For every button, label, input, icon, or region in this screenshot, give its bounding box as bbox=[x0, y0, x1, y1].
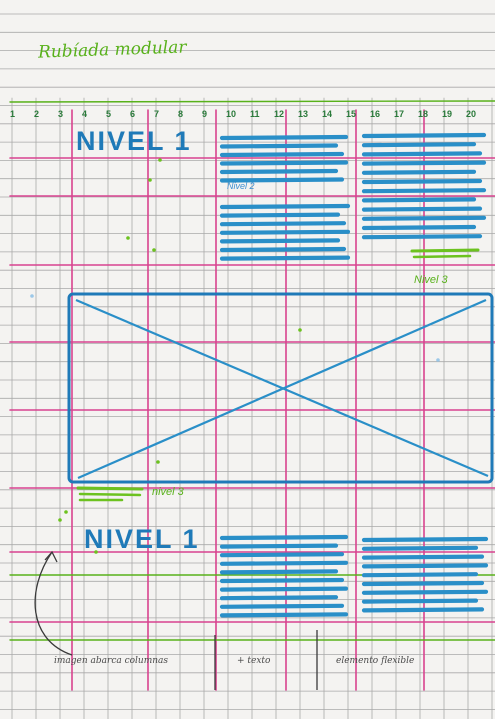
speckle bbox=[126, 236, 130, 240]
footer-label-flexible: elemento flexible bbox=[336, 656, 415, 666]
text-line bbox=[219, 238, 341, 244]
footer-dividers bbox=[214, 630, 318, 690]
text-line bbox=[219, 595, 339, 601]
speckle bbox=[148, 178, 152, 182]
text-block-top-right bbox=[361, 132, 487, 240]
column-number: 15 bbox=[346, 109, 357, 119]
speckle bbox=[58, 518, 62, 522]
text-line bbox=[361, 536, 489, 543]
footer-label-image-span: imagen abarca columnas bbox=[54, 656, 169, 666]
speckle bbox=[152, 248, 156, 252]
text-block-bottom-right bbox=[361, 536, 489, 613]
text-line bbox=[219, 603, 345, 609]
nivel3-label-right: Nivel 3 bbox=[414, 274, 448, 286]
text-line bbox=[219, 203, 351, 210]
text-line bbox=[219, 134, 349, 141]
column-number: 7 bbox=[154, 109, 160, 119]
text-line bbox=[219, 577, 345, 584]
text-line bbox=[361, 224, 477, 231]
curved-arrow-icon bbox=[34, 550, 73, 656]
text-line bbox=[361, 142, 477, 148]
column-number: 11 bbox=[250, 109, 260, 119]
column-number: 4 bbox=[82, 109, 88, 119]
text-line bbox=[219, 569, 339, 575]
text-line bbox=[361, 572, 479, 578]
speckle bbox=[158, 158, 162, 162]
speckle bbox=[298, 328, 302, 332]
speckle bbox=[156, 460, 160, 464]
speckle bbox=[30, 294, 34, 298]
column-number: 2 bbox=[34, 109, 40, 119]
text-line bbox=[361, 545, 479, 551]
column-number: 13 bbox=[298, 109, 309, 119]
text-line bbox=[361, 132, 487, 139]
text-line bbox=[361, 580, 485, 587]
column-number: 12 bbox=[274, 109, 285, 119]
text-line bbox=[219, 160, 349, 166]
column-number: 14 bbox=[322, 109, 333, 119]
column-number: 3 bbox=[58, 109, 64, 119]
column-number: 19 bbox=[442, 109, 453, 119]
column-number: 1 bbox=[10, 109, 16, 119]
nivel2-label: Nivel 2 bbox=[227, 181, 255, 191]
text-line bbox=[361, 554, 485, 560]
text-line bbox=[361, 178, 483, 185]
text-line bbox=[361, 206, 483, 212]
text-line bbox=[361, 151, 483, 157]
text-line bbox=[219, 534, 349, 541]
text-line bbox=[361, 598, 479, 604]
text-line bbox=[219, 552, 345, 558]
column-number: 6 bbox=[130, 109, 136, 119]
text-block-middle-left bbox=[219, 203, 351, 261]
column-number: 20 bbox=[466, 109, 477, 119]
text-line bbox=[219, 612, 349, 618]
text-line bbox=[219, 560, 349, 566]
text-line bbox=[219, 586, 349, 592]
text-line bbox=[361, 188, 487, 194]
text-line bbox=[219, 543, 339, 549]
text-line bbox=[219, 255, 351, 261]
speckle bbox=[64, 510, 68, 514]
text-line bbox=[361, 160, 487, 166]
column-number: 16 bbox=[370, 109, 381, 119]
column-number: 17 bbox=[394, 109, 405, 119]
column-number: 8 bbox=[178, 109, 184, 119]
text-line bbox=[219, 168, 339, 175]
text-line bbox=[219, 143, 339, 149]
column-number: 10 bbox=[226, 109, 237, 119]
text-line bbox=[361, 234, 483, 240]
text-line bbox=[361, 197, 477, 203]
speckle bbox=[94, 550, 98, 554]
text-line bbox=[219, 221, 347, 227]
column-number: 18 bbox=[418, 109, 429, 119]
nivel1-heading-top: NIVEL 1 bbox=[76, 126, 192, 156]
column-number: 9 bbox=[202, 109, 208, 119]
green-caption-marks bbox=[76, 248, 480, 502]
text-block-top-left bbox=[219, 134, 349, 183]
text-line bbox=[361, 169, 477, 175]
column-number: 5 bbox=[106, 109, 112, 119]
image-placeholder-box bbox=[67, 292, 494, 484]
green-h-guide bbox=[9, 100, 495, 103]
text-line bbox=[219, 246, 347, 253]
footer-label-text: + texto bbox=[237, 656, 271, 666]
text-line bbox=[219, 151, 345, 158]
paint-speckles bbox=[30, 158, 440, 554]
text-block-bottom-left bbox=[219, 534, 349, 618]
text-line bbox=[361, 563, 489, 569]
speckle bbox=[436, 358, 440, 362]
text-line bbox=[361, 589, 489, 595]
nivel1-heading-bottom: NIVEL 1 bbox=[84, 524, 200, 554]
text-line bbox=[361, 607, 485, 613]
text-line bbox=[361, 215, 487, 221]
text-line bbox=[219, 212, 341, 218]
text-line bbox=[219, 177, 345, 183]
nivel3-label-left: nivel 3 bbox=[152, 486, 184, 498]
text-line bbox=[219, 229, 351, 235]
